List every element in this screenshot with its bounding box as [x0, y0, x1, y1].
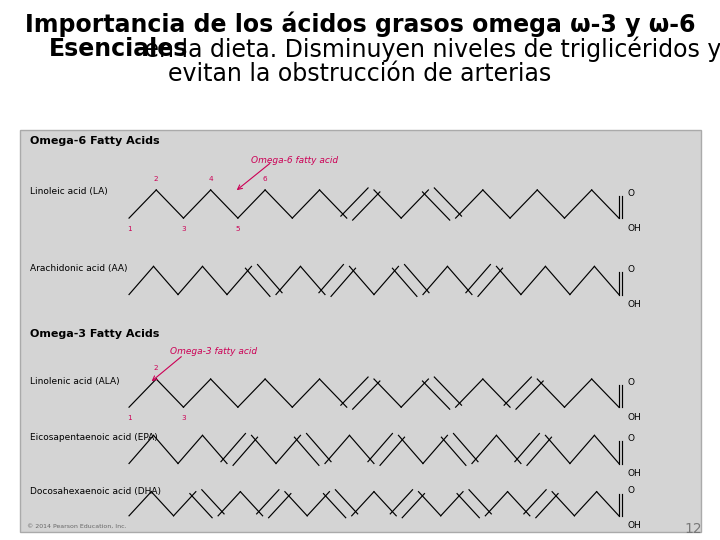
Text: 1: 1	[127, 226, 131, 232]
Bar	[20, 130, 701, 532]
Text: OH: OH	[627, 413, 641, 422]
Text: O: O	[627, 265, 634, 274]
Text: evitan la obstrucción de arterias: evitan la obstrucción de arterias	[168, 62, 552, 85]
Text: Docosahexaenoic acid (DHA): Docosahexaenoic acid (DHA)	[30, 487, 161, 496]
Text: 5: 5	[235, 226, 240, 232]
Text: 12: 12	[685, 522, 702, 536]
Text: 4: 4	[208, 176, 213, 181]
Text: OH: OH	[627, 521, 641, 530]
Text: OH: OH	[627, 469, 641, 478]
Text: Omega-3 Fatty Acids: Omega-3 Fatty Acids	[30, 329, 160, 339]
Text: Omega-6 fatty acid: Omega-6 fatty acid	[251, 156, 338, 165]
Text: Linolenic acid (ALA): Linolenic acid (ALA)	[30, 376, 120, 386]
Text: Eicosapentaenoic acid (EPA): Eicosapentaenoic acid (EPA)	[30, 433, 158, 442]
Text: O: O	[627, 487, 634, 495]
Text: 1: 1	[127, 415, 131, 421]
Text: Linoleic acid (LA): Linoleic acid (LA)	[30, 187, 108, 197]
Text: O: O	[627, 434, 634, 443]
Text: en la dieta. Disminuyen niveles de triglicéridos y: en la dieta. Disminuyen niveles de trigl…	[137, 37, 720, 62]
Text: 2: 2	[154, 176, 158, 181]
Text: O: O	[627, 188, 634, 198]
Text: OH: OH	[627, 300, 641, 309]
Text: OH: OH	[627, 224, 641, 233]
Text: Esenciales: Esenciales	[49, 37, 189, 60]
Text: Arachidonic acid (AA): Arachidonic acid (AA)	[30, 264, 128, 273]
Text: 3: 3	[181, 415, 186, 421]
Text: Importancia de los ácidos grasos omega ω-3 y ω-6: Importancia de los ácidos grasos omega ω…	[24, 12, 696, 37]
Text: © 2014 Pearson Education, Inc.: © 2014 Pearson Education, Inc.	[27, 524, 127, 529]
Text: Omega-3 fatty acid: Omega-3 fatty acid	[170, 347, 257, 356]
Text: 2: 2	[154, 364, 158, 371]
Text: Omega-6 Fatty Acids: Omega-6 Fatty Acids	[30, 136, 160, 146]
Text: 3: 3	[181, 226, 186, 232]
Text: O: O	[627, 378, 634, 387]
Text: 6: 6	[263, 176, 267, 181]
